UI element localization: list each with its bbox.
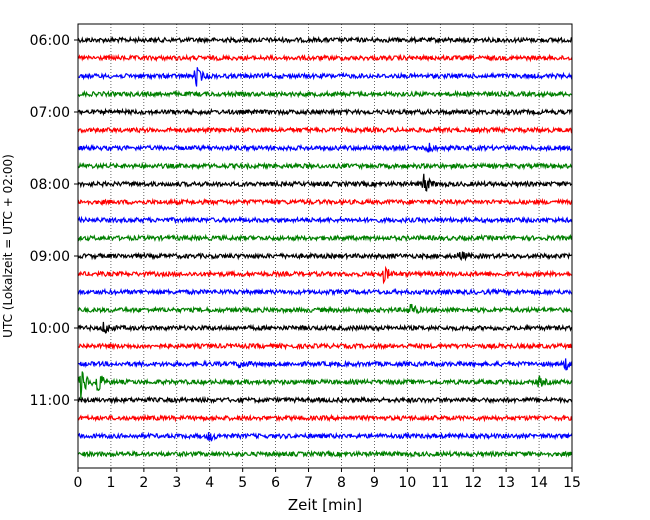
x-tick-label: 1: [106, 475, 115, 491]
x-tick-label: 4: [205, 475, 214, 491]
trace-line: [77, 67, 573, 87]
x-grid: [110, 24, 540, 468]
x-tick-label: 7: [304, 475, 313, 491]
trace-line: [77, 215, 573, 225]
trace-line: [77, 395, 573, 405]
x-axis: 0 1 2 3 4 5 6 7 8 9 10 11 12 13 14 15: [74, 468, 581, 491]
trace-line: [77, 321, 573, 334]
x-tick-label: 15: [563, 475, 581, 491]
x-tick-label: 9: [370, 475, 379, 491]
x-tick-label: 3: [172, 475, 181, 491]
trace-line: [77, 371, 573, 399]
y-tick-label: 09:00: [30, 249, 70, 265]
traces: [77, 35, 573, 459]
trace-line: [77, 303, 573, 315]
trace-line: [77, 89, 573, 99]
trace-line: [77, 35, 573, 45]
trace-line: [77, 107, 573, 117]
trace-line: [77, 449, 573, 459]
trace-line: [77, 358, 573, 371]
y-tick-label: 10:00: [30, 321, 70, 337]
y-tick-label: 07:00: [30, 105, 70, 121]
trace-line: [77, 265, 573, 285]
x-tick-label: 5: [238, 475, 247, 491]
x-tick-label: 13: [497, 475, 515, 491]
x-tick-label: 0: [74, 475, 83, 491]
trace-line: [77, 197, 573, 207]
trace-line: [77, 287, 573, 297]
x-tick-label: 11: [431, 475, 449, 491]
y-axis-label: UTC (Lokalzeit = UTC + 02:00): [1, 154, 15, 338]
y-tick-label: 06:00: [30, 33, 70, 49]
x-tick-label: 6: [271, 475, 280, 491]
x-tick-label: 10: [398, 475, 416, 491]
x-axis-label: Zeit [min]: [288, 496, 362, 514]
x-tick-label: 8: [337, 475, 346, 491]
trace-line: [77, 251, 573, 262]
x-tick-label: 12: [464, 475, 482, 491]
trace-line: [77, 142, 573, 153]
y-axis: 06:00 07:00 08:00 09:00 10:00 11:00: [30, 33, 78, 409]
trace-line: [77, 53, 573, 63]
trace-line: [77, 173, 573, 192]
x-tick-label: 2: [139, 475, 148, 491]
trace-line: [77, 413, 573, 423]
trace-line: [77, 341, 573, 351]
trace-line: [77, 125, 573, 135]
x-tick-label: 14: [530, 475, 548, 491]
trace-line: [77, 161, 573, 171]
y-tick-label: 11:00: [30, 393, 70, 409]
trace-line: [77, 233, 573, 243]
trace-line: [77, 431, 573, 442]
y-tick-label: 08:00: [30, 177, 70, 193]
plot-frame: [77, 23, 573, 469]
